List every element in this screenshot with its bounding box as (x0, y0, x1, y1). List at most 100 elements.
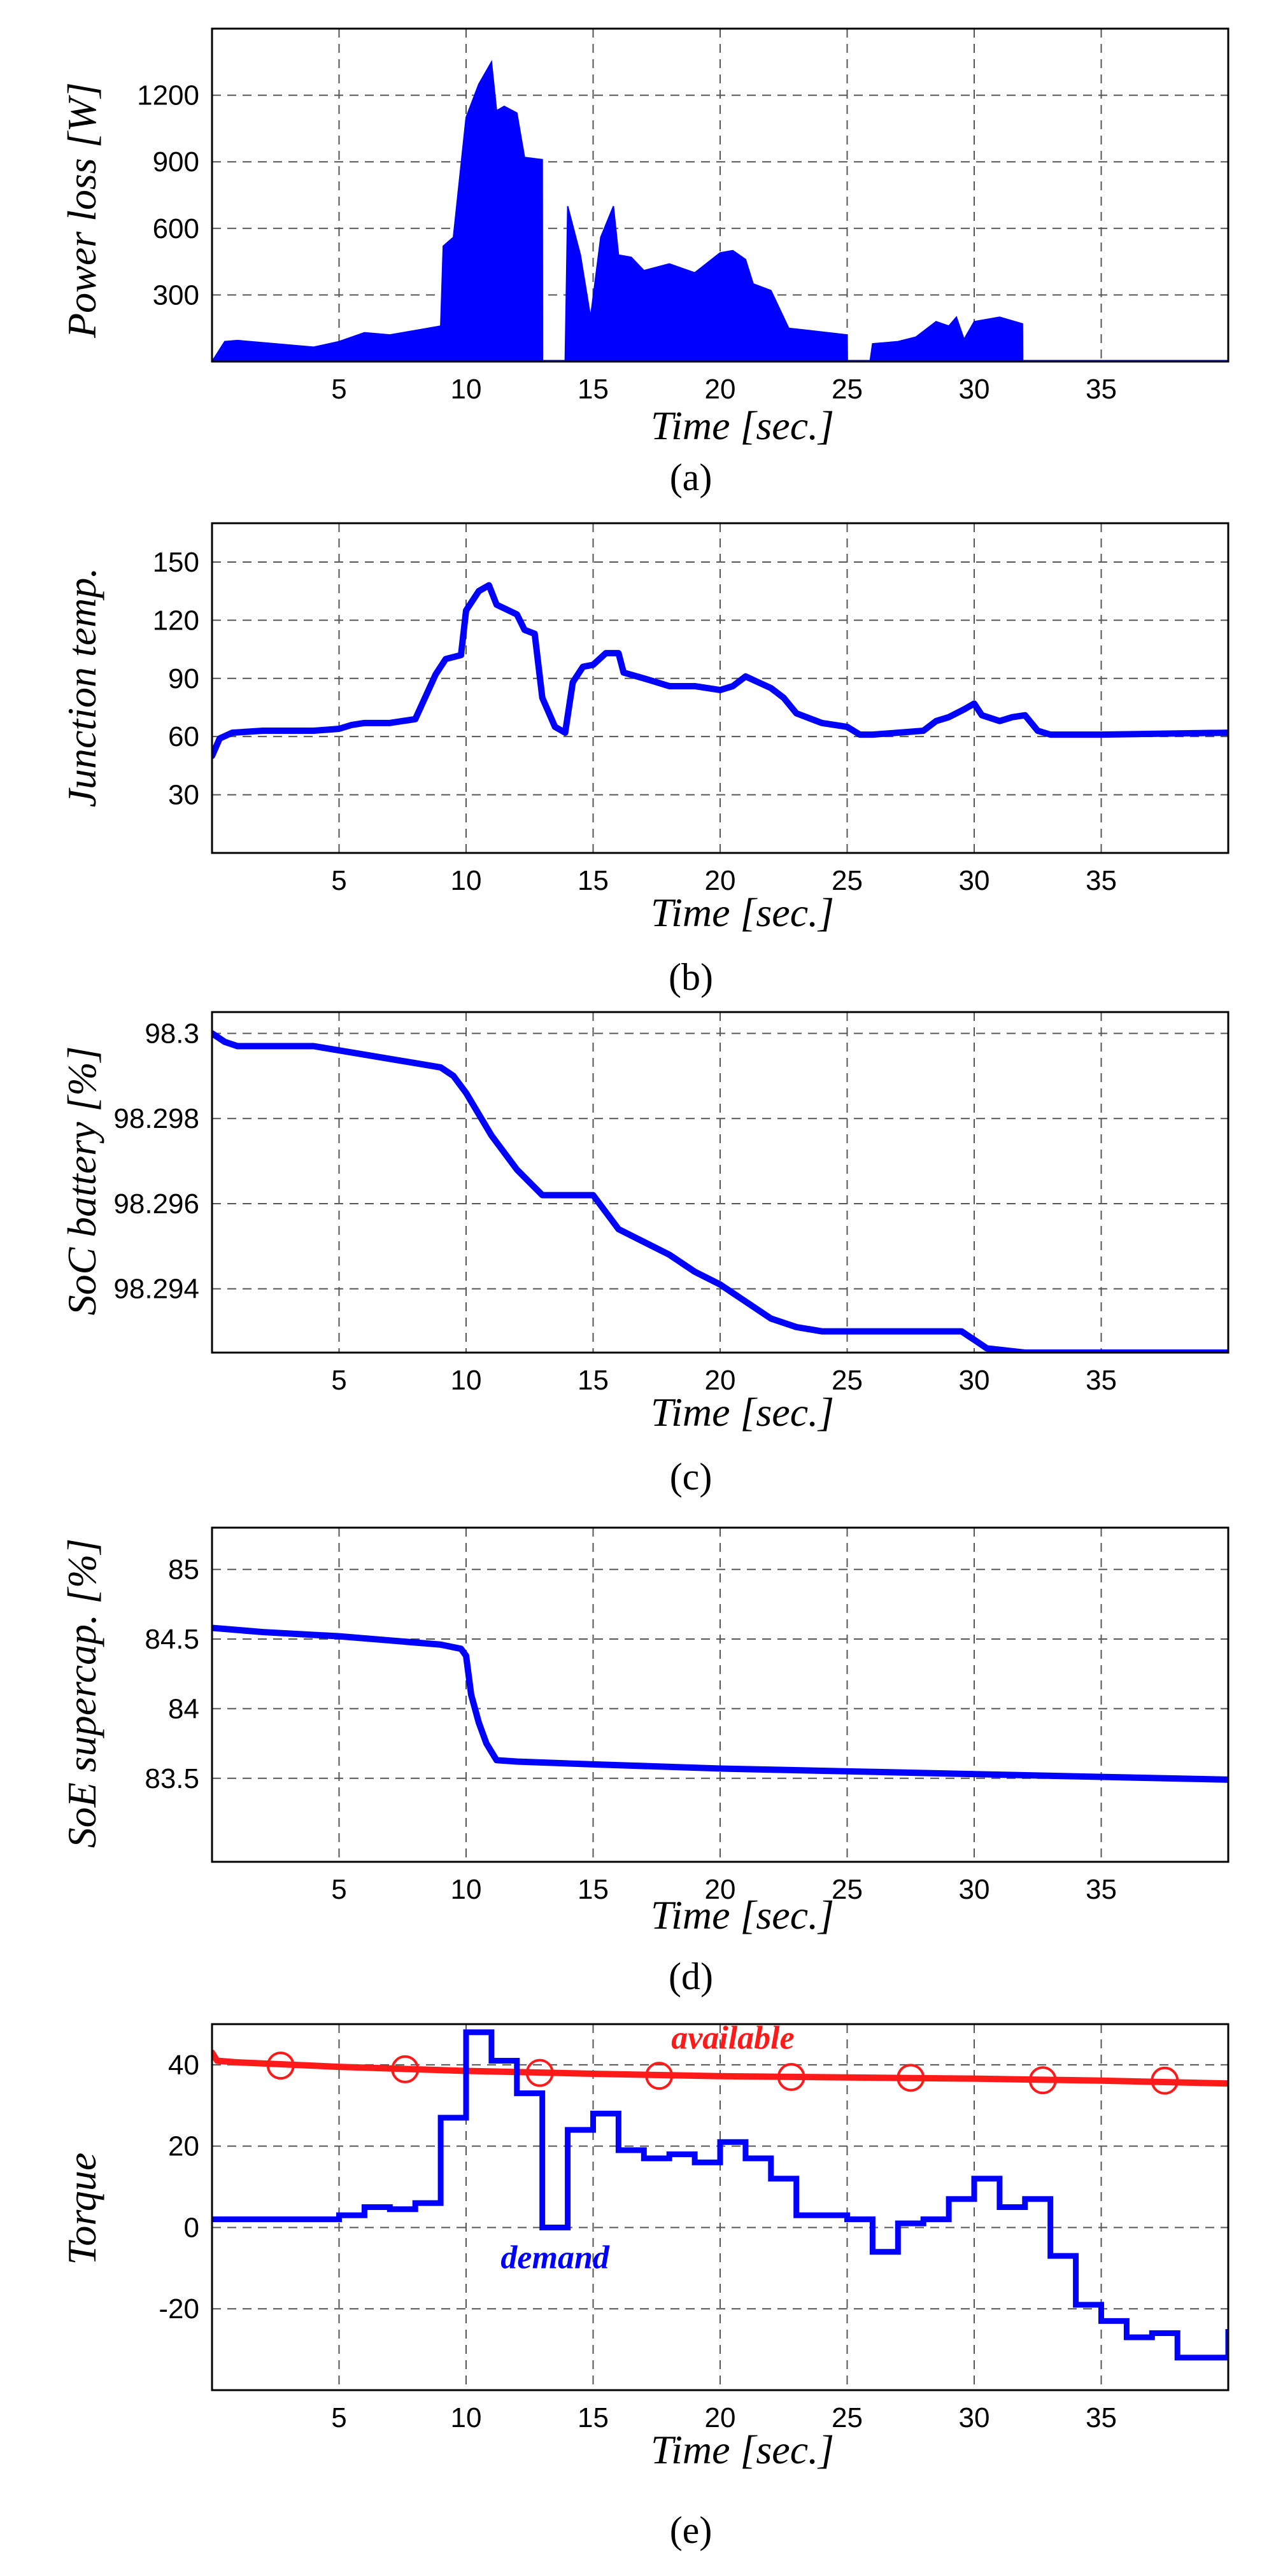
y-tick-label: 98.294 (113, 1274, 199, 1305)
y-tick-label: 83.5 (145, 1763, 199, 1794)
x-tick-label: 5 (331, 374, 346, 405)
y-tick-label: 60 (168, 721, 199, 752)
series-marker (1028, 2066, 1057, 2095)
y-tick-label: 98.296 (113, 1188, 199, 1220)
plot-area (212, 1624, 1228, 1783)
x-tick-label: 10 (451, 865, 482, 896)
x-tick-label: 15 (578, 374, 609, 405)
y-tick-label: 40 (168, 2050, 199, 2081)
y-axis-label: Torque (59, 2153, 104, 2265)
annotation-demand: demand (500, 2239, 609, 2276)
y-tick-label: 900 (153, 146, 199, 178)
series-line-available (212, 2049, 1228, 2087)
y-tick-label: 84.5 (145, 1624, 199, 1655)
chart-e: 5 10 15 20 25 30 35 -20 0 20 40 Time [sec.] Torque (e… (59, 2020, 1230, 2551)
x-tick-label: 20 (705, 2402, 736, 2433)
y-axis-label: SoC battery [%] (59, 1046, 104, 1315)
axes-frame (211, 27, 1230, 363)
y-tick-label: 120 (153, 605, 199, 636)
x-tick-label: 30 (959, 374, 990, 405)
series-line-state-of-charge (212, 1030, 1228, 1353)
series-area-0 (212, 60, 1228, 362)
series-marker (777, 2063, 805, 2092)
y-tick-label: 20 (168, 2131, 199, 2162)
series-marker (391, 2055, 420, 2083)
series-line-state-of-energy (212, 1624, 1228, 1783)
y-tick-label: 85 (168, 1554, 199, 1586)
series-marker (1151, 2066, 1179, 2095)
axes-frame (211, 1526, 1230, 1863)
x-tick-label: 30 (959, 865, 990, 896)
x-tick-label: 15 (578, 865, 609, 896)
y-tick-label: 90 (168, 663, 199, 694)
x-tick-label: 35 (1086, 374, 1117, 405)
x-tick-label: 25 (832, 865, 863, 896)
annotation-available: available (671, 2020, 795, 2056)
plot-area (212, 2029, 1228, 2361)
y-axis-label: Junction temp. (59, 568, 104, 808)
panel-caption: (b) (669, 956, 713, 998)
y-tick-label: 84 (168, 1693, 199, 1724)
panel-caption: (a) (670, 456, 712, 498)
x-tick-label: 5 (331, 2402, 346, 2433)
y-tick-label: 1200 (137, 80, 199, 111)
axes-frame (211, 522, 1230, 854)
x-tick-label: 5 (331, 1874, 346, 1905)
y-tick-label: 98.3 (145, 1018, 199, 1049)
x-tick-label: 30 (959, 2402, 990, 2433)
x-tick-label: 35 (1086, 1874, 1117, 1905)
chart-a: 5 10 15 20 25 30 35 300 600 900 1200 Time [sec.] Pow… (59, 27, 1230, 498)
x-tick-label: 20 (705, 865, 736, 896)
x-tick-label: 10 (451, 2402, 482, 2433)
panel-caption: (e) (670, 2509, 712, 2551)
x-tick-label: 5 (331, 865, 346, 896)
plot-area (212, 582, 1228, 759)
x-tick-label: 20 (705, 374, 736, 405)
y-tick-label: 30 (168, 780, 199, 811)
axes-frame (211, 1011, 1230, 1354)
series-line-demand (212, 2029, 1228, 2361)
panel-caption: (c) (670, 1456, 712, 1498)
series-marker (266, 2052, 295, 2080)
x-tick-label: 5 (331, 1365, 346, 1396)
series-marker (897, 2064, 925, 2092)
x-tick-label: 25 (832, 1365, 863, 1396)
series-marker (645, 2062, 674, 2090)
y-tick-label: 600 (153, 213, 199, 244)
axes-frame (211, 2023, 1230, 2391)
x-axis-label: Time [sec.] (651, 403, 834, 448)
y-tick-label: -20 (159, 2293, 199, 2325)
x-axis-label: Time [sec.] (651, 1892, 834, 1938)
chart-d: 5 10 15 20 25 30 35 83.5 84 84.5 85 Time [sec.] SoE … (59, 1526, 1230, 1997)
x-tick-label: 25 (832, 1874, 863, 1905)
chart-c: 5 10 15 20 25 30 35 98.294 98.296 98.298 98.3 Time … (59, 1011, 1230, 1498)
x-tick-label: 20 (705, 1874, 736, 1905)
x-tick-label: 30 (959, 1874, 990, 1905)
x-tick-label: 25 (832, 2402, 863, 2433)
x-tick-label: 25 (832, 374, 863, 405)
x-tick-label: 10 (451, 1874, 482, 1905)
x-tick-label: 20 (705, 1365, 736, 1396)
x-axis-label: Time [sec.] (651, 890, 834, 935)
series-line-junction-temperature (212, 582, 1228, 759)
x-tick-label: 30 (959, 1365, 990, 1396)
x-tick-label: 10 (451, 374, 482, 405)
y-axis-label: SoE supercap. [%] (59, 1538, 104, 1848)
y-tick-label: 300 (153, 279, 199, 311)
x-axis-label: Time [sec.] (651, 2427, 834, 2472)
panel-caption: (d) (669, 1955, 713, 1997)
y-tick-label: 98.298 (113, 1103, 199, 1134)
x-tick-label: 10 (451, 1365, 482, 1396)
x-tick-label: 35 (1086, 2402, 1117, 2433)
x-tick-label: 35 (1086, 865, 1117, 896)
x-tick-label: 15 (578, 1365, 609, 1396)
x-tick-label: 15 (578, 1874, 609, 1905)
x-tick-label: 35 (1086, 1365, 1117, 1396)
y-axis-label: Power loss [W] (59, 82, 104, 339)
chart-b: 5 10 15 20 25 30 35 30 60 90 120 150 Time [sec.] Junc… (59, 522, 1230, 998)
x-tick-label: 15 (578, 2402, 609, 2433)
series-marker (525, 2059, 554, 2087)
plot-area (212, 1030, 1228, 1353)
x-axis-label: Time [sec.] (651, 1390, 834, 1435)
